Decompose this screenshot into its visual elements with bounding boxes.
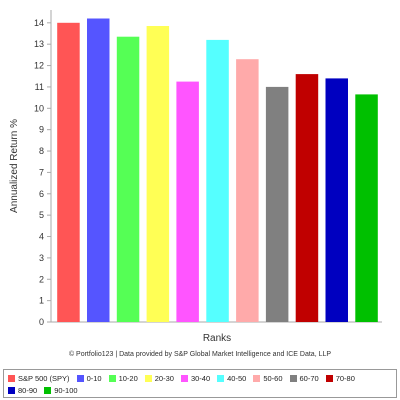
bar-10-20[interactable] [116,36,140,322]
legend-item[interactable]: 20-30 [144,372,174,384]
y-tick-label: 4 [39,232,44,242]
bar-s-p-500-spy[interactable] [57,22,80,323]
bar-40-50[interactable] [206,39,229,323]
legend-label: 50-60 [263,373,283,383]
bar-50-60[interactable] [236,59,259,322]
y-tick-label: 1 [39,296,44,306]
y-tick-label: 8 [39,146,44,156]
legend-swatch [217,374,225,382]
legend-swatch [253,374,261,382]
legend-item[interactable]: 70-80 [325,372,355,384]
legend-swatch [76,374,84,382]
y-tick-label: 3 [39,253,44,263]
legend-label: 20-30 [154,373,174,383]
legend-item[interactable]: 40-50 [217,372,246,384]
bar-70-80[interactable] [295,74,319,322]
legend-swatch [8,374,15,382]
y-tick-label: 11 [35,82,44,92]
legend-label: S&P 500 (SPY) [18,373,70,383]
bar-0-10[interactable] [87,18,110,323]
legend-item[interactable]: 60-70 [289,372,319,384]
legend-swatch [289,374,297,382]
legend-item[interactable]: 90-100 [44,384,78,396]
bar-60-70[interactable] [265,86,289,323]
legend-label: 60-70 [299,373,319,383]
bar-20-30[interactable] [146,26,170,322]
legend-swatch [8,386,15,394]
y-tick-label: 2 [39,274,44,284]
legend-label: 0-10 [86,373,102,383]
legend-item[interactable]: 10-20 [108,372,138,384]
chart-credit: © Portfolio123 | Data provided by S&P Gl… [68,351,332,358]
y-tick-label: 9 [39,125,44,135]
y-tick-label: 13 [34,39,44,49]
y-tick-label: 14 [34,18,44,28]
legend-swatch [144,374,152,382]
legend-swatch [180,374,188,382]
chart-legend: S&P 500 (SPY) 0-10 10-20 20-30 30-40 40-50 50-… [3,369,397,398]
legend-item[interactable]: 80-90 [8,384,37,396]
y-tick-label: 0 [39,317,44,327]
legend-swatch [44,386,52,394]
y-axis-title: Annualized Return % [9,119,20,213]
bar-30-40[interactable] [176,81,199,322]
legend-item[interactable]: 50-60 [253,372,283,384]
y-tick-label: 10 [34,103,44,113]
bar-90-100[interactable] [355,94,378,323]
legend-swatch [108,374,116,382]
y-tick-label: 12 [34,61,44,71]
legend-swatch [325,374,333,382]
legend-label: 90-100 [54,385,78,395]
y-tick-label: 6 [39,189,44,199]
x-axis-title: Ranks [203,333,231,344]
y-tick-label: 5 [39,210,44,220]
y-tick-label: 7 [39,167,44,177]
bar-80-90[interactable] [325,78,349,323]
legend-label: 80-90 [18,385,38,395]
legend-label: 70-80 [335,373,355,383]
legend-label: 30-40 [190,373,211,383]
legend-label: 40-50 [227,373,247,383]
legend-item[interactable]: 0-10 [76,372,102,384]
legend-label: 10-20 [118,373,138,383]
legend-item[interactable]: 30-40 [180,372,211,384]
legend-item[interactable]: S&P 500 (SPY) [8,372,70,384]
